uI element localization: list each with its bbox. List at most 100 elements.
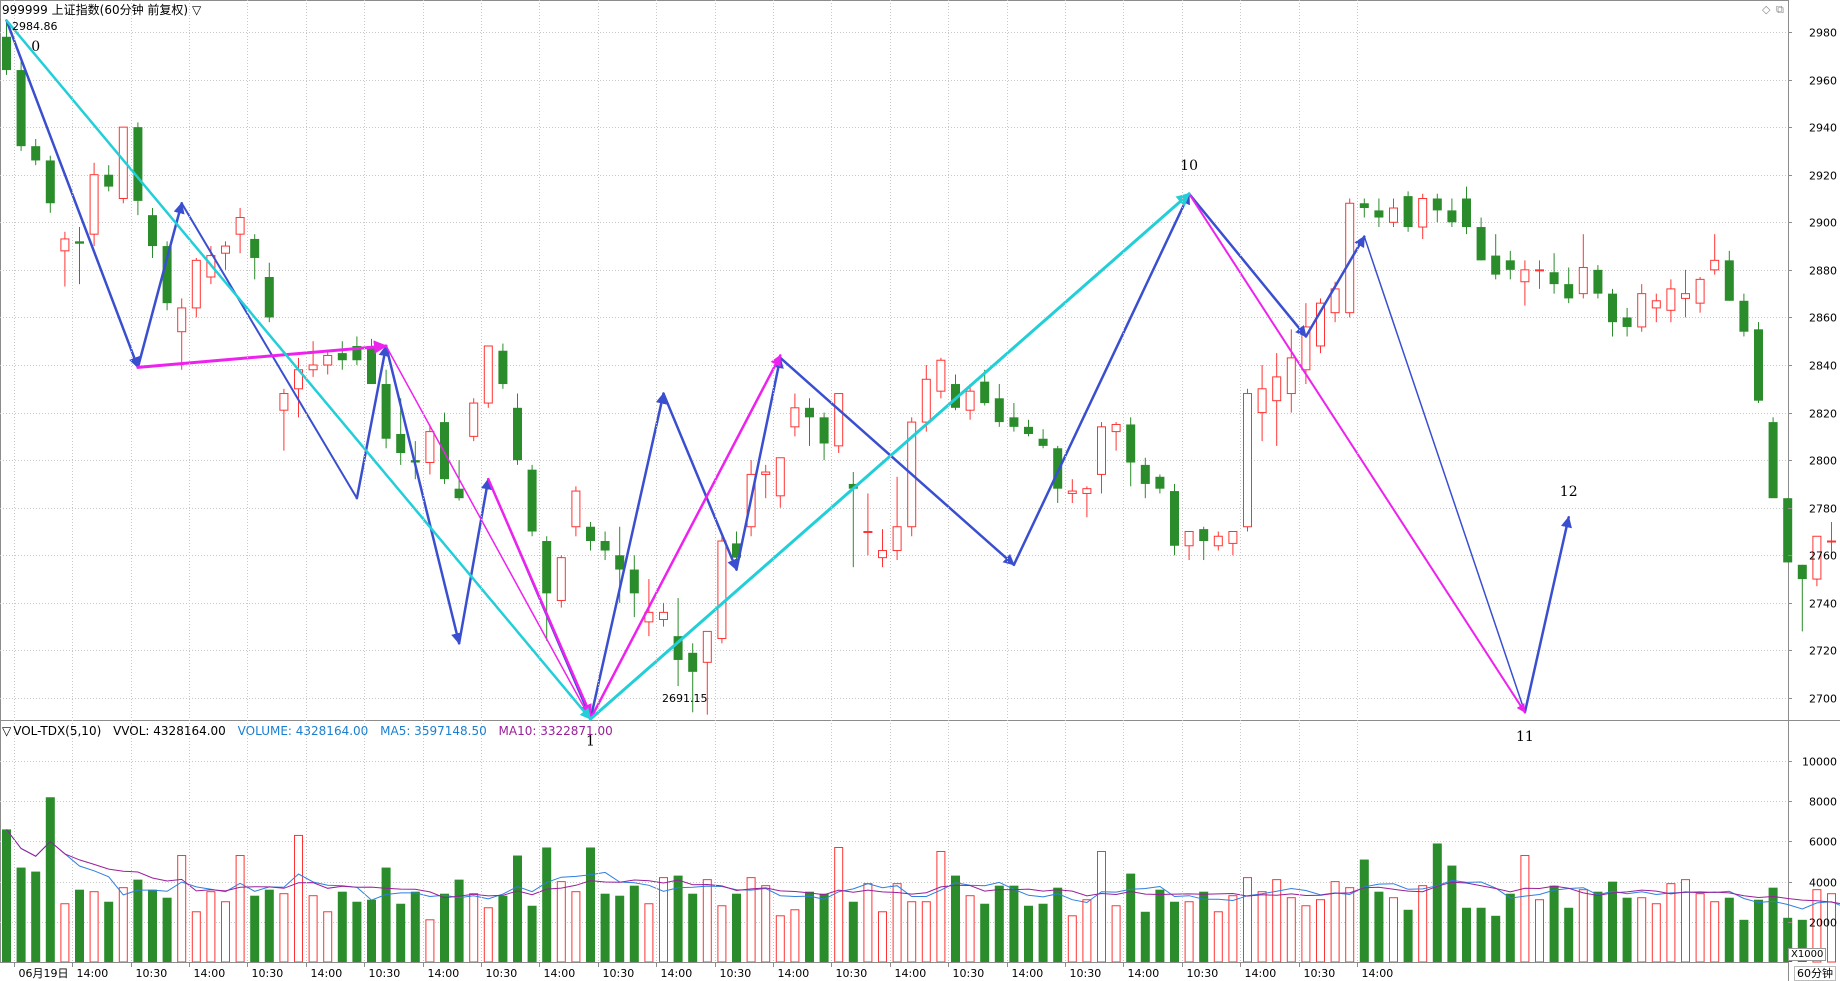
wave-point-labels: 0 1 10 11 12 — [31, 39, 1577, 750]
wave-pen-blue — [662, 392, 738, 571]
volume-bar — [1418, 885, 1428, 963]
candle-body — [1082, 488, 1092, 494]
volume-bar — [498, 895, 508, 962]
volume-toggle-icon[interactable]: ▽ — [2, 724, 12, 738]
restore-window-icon[interactable]: ⧉ — [1776, 3, 1784, 16]
wave-pen-blue — [136, 202, 185, 369]
candle-body — [848, 483, 858, 489]
price-axis: 2700 2720 2740 2760 2780 2800 2820 2840 2860 2880… — [1788, 27, 1837, 706]
candle-body — [337, 353, 347, 361]
volume-tick-label: 10000 — [1802, 756, 1837, 769]
period-label[interactable]: 60分钟 — [1794, 966, 1836, 981]
price-tick-label: 2760 — [1809, 550, 1837, 563]
volume-bar — [819, 893, 829, 962]
candle-body — [965, 390, 975, 411]
volume-bar — [644, 903, 654, 963]
candle-body — [1038, 438, 1048, 446]
header-toggle-icon[interactable]: ▽ — [191, 3, 202, 17]
candle-body — [1403, 196, 1413, 228]
candle-body — [790, 407, 800, 428]
candle-body — [1505, 260, 1515, 270]
candle-body — [367, 345, 376, 385]
price-tick-label: 2860 — [1809, 312, 1837, 325]
price-tick-label: 2780 — [1809, 503, 1837, 516]
main-chart-header[interactable]: 999999 上证指数(60分钟 前复权) ▽ — [2, 3, 201, 17]
candle-body — [1739, 300, 1749, 332]
candle-body — [717, 540, 727, 640]
price-tick-label: 2980 — [1809, 27, 1837, 40]
volume-bar — [527, 905, 537, 962]
candle-body — [235, 217, 245, 235]
volume-header[interactable]: ▽ VOL-TDX(5,10) VVOL: 4328164.00 VOLUME: … — [2, 724, 621, 738]
volume-bar — [790, 909, 800, 963]
candle-body — [586, 526, 595, 542]
volume-bar — [1082, 899, 1092, 963]
volume-bar — [483, 907, 493, 963]
candle-body — [615, 555, 625, 570]
indicator-name[interactable]: VOL-TDX(5,10) — [13, 724, 102, 738]
time-tick-label: 10:30 — [252, 967, 284, 980]
volume-bar — [1301, 905, 1311, 963]
candle-body — [60, 238, 70, 252]
volume-bar — [1447, 865, 1457, 962]
candle-body — [834, 393, 844, 447]
volume-bar — [848, 901, 858, 962]
candle-body — [1286, 357, 1296, 395]
volume-bar — [381, 867, 391, 962]
candle-body — [1651, 300, 1661, 309]
time-tick-label: 14:00 — [311, 967, 343, 980]
volume-bar — [936, 851, 946, 963]
time-tick-label: 10:30 — [603, 967, 635, 980]
volume-bar — [863, 883, 873, 963]
volume-bar — [1038, 903, 1048, 962]
candle-body — [440, 422, 449, 480]
candle-body — [761, 471, 771, 475]
diamond-icon[interactable]: ◇ — [1762, 3, 1771, 16]
time-tick-label: 10:30 — [720, 967, 752, 980]
volume-bar — [1111, 905, 1121, 963]
candle-body — [381, 384, 391, 439]
candle-body — [16, 70, 26, 147]
volume-bar — [45, 797, 55, 962]
wave-pen-magenta — [136, 340, 388, 369]
volume-bar — [1389, 897, 1398, 963]
volume-bar — [454, 879, 464, 962]
wave-pen-blue — [384, 344, 463, 645]
volume-value: VOLUME: 4328164.00 — [237, 724, 369, 738]
volume-bar — [1286, 897, 1296, 963]
candle-body — [1491, 255, 1501, 275]
candle-body — [600, 541, 610, 551]
volume-bar — [323, 911, 333, 963]
time-tick-label: 14:00 — [1012, 967, 1044, 980]
price-tick-label: 2940 — [1809, 122, 1837, 135]
candle-body — [1666, 288, 1676, 311]
candle-body — [863, 531, 873, 533]
candle-body — [133, 127, 143, 201]
volume-bar — [1213, 911, 1223, 963]
candle-body — [1316, 302, 1325, 347]
candle-body — [352, 345, 362, 361]
ma5-line — [6, 829, 1840, 910]
candle-body — [1009, 417, 1019, 427]
candle-body — [1447, 210, 1457, 223]
candle-body — [1155, 476, 1165, 489]
candle-body — [425, 431, 435, 464]
volume-bar — [1491, 915, 1501, 962]
plot-border — [0, 0, 1789, 963]
volume-bar — [1666, 883, 1676, 963]
volume-bar — [31, 871, 41, 962]
volume-bar — [1403, 909, 1413, 962]
wave-pen-blue — [5, 19, 140, 369]
candle-body — [1111, 423, 1121, 433]
volume-bars — [2, 797, 1836, 963]
price-tick-label: 2720 — [1809, 645, 1837, 658]
candle-body — [454, 488, 464, 499]
candle-body — [1257, 388, 1267, 414]
time-tick-label: 14:00 — [544, 967, 576, 980]
volume-bar — [907, 901, 917, 963]
price-tick-label: 2900 — [1809, 217, 1837, 230]
candle-body — [1184, 531, 1194, 547]
volume-tick-label: 8000 — [1809, 796, 1837, 809]
candle-body — [1549, 272, 1559, 285]
